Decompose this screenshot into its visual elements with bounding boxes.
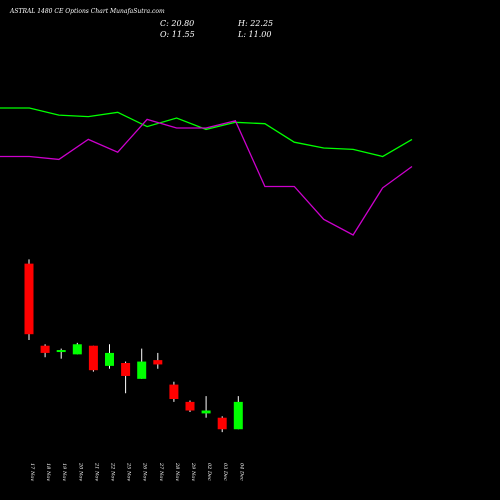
x-axis-tick-labels: 17 Nov 18 Nov 19 Nov 20 Nov 21 Nov 22 Nov 25 N… <box>29 462 244 481</box>
indicator-lines <box>0 107 413 236</box>
candlesticks <box>24 259 243 433</box>
candle-body-up <box>201 410 211 414</box>
x-tick-label: 17 Nov <box>29 463 35 481</box>
candle-body-up <box>137 361 147 379</box>
candle-body-up <box>72 344 82 355</box>
x-tick-label: 21 Nov <box>93 462 99 481</box>
close-readout: C: 20.80 <box>160 19 194 28</box>
candle-body-down <box>88 345 98 371</box>
x-tick-label: 04 Dec <box>238 463 244 481</box>
candle-body-down <box>217 417 227 430</box>
candle-body-up <box>105 352 114 366</box>
indicator-line <box>0 107 413 158</box>
x-tick-label: 25 Nov <box>126 462 132 481</box>
candle-body-up <box>233 401 243 430</box>
chart-title: ASTRAL 1480 CE Options Chart MunafaSutra… <box>9 8 165 15</box>
x-tick-label: 27 Nov <box>158 462 164 481</box>
x-tick-label: 28 Nov <box>174 462 180 481</box>
high-readout: H: 22.25 <box>237 19 273 28</box>
indicator-line <box>0 118 413 236</box>
x-tick-label: 20 Nov <box>77 462 83 481</box>
x-tick-label: 19 Nov <box>61 463 67 481</box>
candle-body-down <box>121 363 131 376</box>
candle-body-down <box>24 263 34 335</box>
candle-body-down <box>169 384 179 399</box>
low-readout: L: 11.00 <box>237 30 271 39</box>
x-tick-label: 29 Nov <box>190 462 196 481</box>
candle-body-down <box>153 360 163 365</box>
candle-body-down <box>185 401 195 411</box>
x-tick-label: 26 Nov <box>142 462 148 481</box>
x-tick-label: 22 Nov <box>110 462 116 481</box>
x-tick-label: 03 Dec <box>222 463 228 481</box>
candle-body-up <box>56 350 66 353</box>
x-tick-label: 02 Dec <box>206 463 212 481</box>
open-readout: O: 11.55 <box>160 30 195 39</box>
x-tick-label: 18 Nov <box>45 463 51 481</box>
candle-body-down <box>40 345 50 353</box>
